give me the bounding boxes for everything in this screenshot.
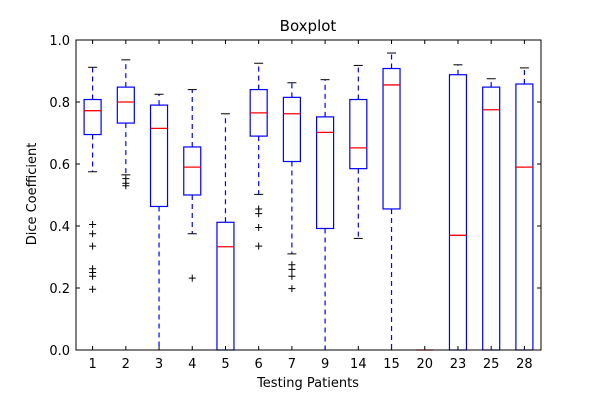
plot-area [76, 39, 541, 351]
y-tick-label: 0.6 [49, 158, 70, 173]
box-group-patient-28 [515, 67, 534, 351]
iqr-box [116, 86, 135, 124]
x-axis-label: Testing Patients [256, 376, 359, 391]
outlier-marker [288, 285, 296, 293]
iqr-box [316, 116, 335, 230]
x-tick-label: 14 [350, 357, 367, 372]
x-tick-label: 3 [155, 357, 163, 372]
iqr-box [515, 83, 534, 351]
outlier-marker [255, 242, 263, 250]
x-tick-label: 25 [483, 357, 500, 372]
box-group-patient-23 [448, 64, 468, 351]
y-tick-label: 0.2 [49, 282, 70, 297]
y-axis-label: Dice Coefficient [25, 143, 40, 246]
x-tick-label: 6 [255, 357, 263, 372]
outlier-marker [122, 182, 130, 190]
box-group-patient-14 [349, 64, 368, 239]
box-group-patient-15 [382, 52, 401, 351]
iqr-box [149, 104, 169, 208]
outlier-marker [89, 285, 97, 293]
x-tick-label: 28 [516, 357, 533, 372]
iqr-box [382, 67, 401, 210]
plot-frame [75, 39, 542, 351]
iqr-box [482, 86, 501, 351]
y-tick-label: 1.0 [49, 34, 70, 49]
x-tick-label: 1 [88, 357, 96, 372]
outlier-marker [288, 265, 296, 273]
chart-title: Boxplot [280, 17, 337, 35]
outlier-marker [288, 272, 296, 280]
box-group-patient-4 [183, 89, 202, 282]
box-group-patient-2 [116, 59, 135, 190]
x-tick-label: 9 [321, 357, 329, 372]
outlier-marker [188, 274, 196, 282]
x-tick-label: 23 [450, 357, 467, 372]
x-tick-label: 4 [188, 357, 196, 372]
outlier-marker [89, 230, 97, 238]
iqr-box [349, 98, 368, 170]
outlier-marker [255, 210, 263, 218]
iqr-box [183, 146, 202, 196]
y-tick-label: 0.4 [49, 220, 70, 235]
box-group-patient-5 [216, 113, 235, 351]
x-tick-label: 2 [122, 357, 130, 372]
box-group-patient-25 [482, 78, 501, 351]
outlier-marker [89, 272, 97, 280]
iqr-box [83, 98, 102, 136]
outlier-marker [89, 242, 97, 250]
iqr-box [282, 96, 301, 163]
box-group-patient-9 [316, 79, 335, 351]
outlier-marker [89, 220, 97, 228]
box-group-patient-7 [282, 82, 301, 293]
outlier-marker [255, 224, 263, 232]
box-group-patient-6 [249, 62, 268, 250]
x-tick-label: 7 [288, 357, 296, 372]
x-tick-label: 20 [416, 357, 433, 372]
box-group-patient-3 [149, 93, 169, 351]
iqr-box [448, 74, 468, 351]
box-group-patient-1 [83, 66, 102, 293]
x-tick-label: 5 [221, 357, 229, 372]
x-tick-label: 15 [383, 357, 400, 372]
y-tick-label: 0.0 [49, 344, 70, 359]
y-tick-label: 0.8 [49, 96, 70, 111]
iqr-box [216, 221, 235, 351]
